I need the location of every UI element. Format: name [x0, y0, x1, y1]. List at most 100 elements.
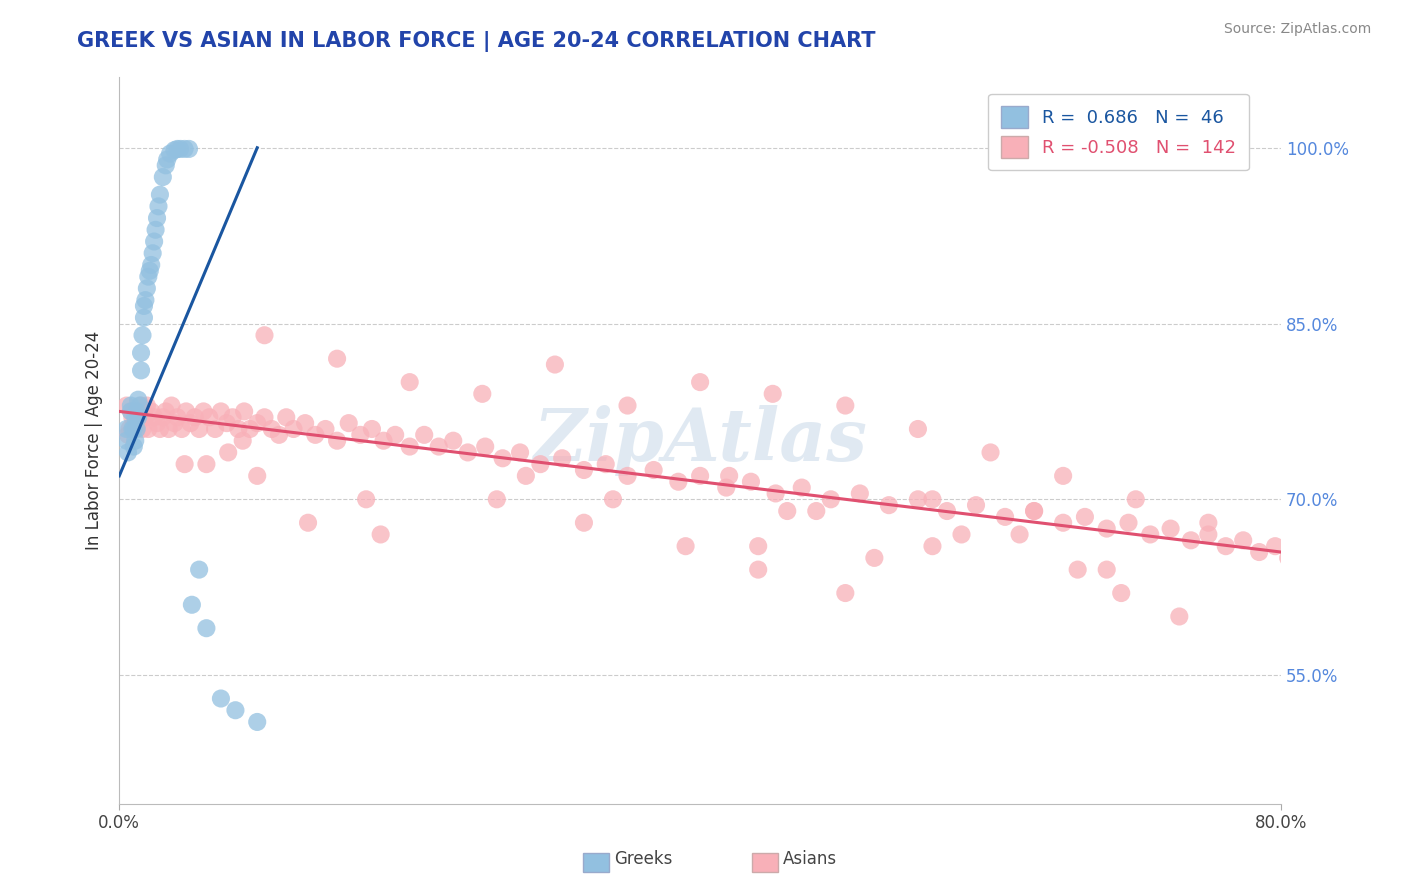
- Point: [148, 199, 170, 213]
- Point: [1292, 545, 1315, 559]
- Point: [1197, 527, 1219, 541]
- Point: [965, 498, 987, 512]
- Point: [572, 516, 595, 530]
- Point: [188, 563, 211, 577]
- Point: [294, 416, 316, 430]
- Point: [1215, 539, 1237, 553]
- Point: [253, 410, 276, 425]
- Point: [155, 158, 177, 172]
- Y-axis label: In Labor Force | Age 20-24: In Labor Force | Age 20-24: [86, 331, 103, 550]
- Point: [131, 422, 153, 436]
- Point: [1327, 563, 1350, 577]
- Point: [117, 428, 139, 442]
- Point: [145, 223, 167, 237]
- Point: [398, 375, 420, 389]
- Point: [765, 486, 787, 500]
- Point: [156, 153, 179, 167]
- Point: [1160, 522, 1182, 536]
- Point: [1139, 527, 1161, 541]
- Point: [121, 422, 143, 436]
- Point: [304, 428, 326, 442]
- Point: [163, 416, 186, 430]
- Point: [1008, 527, 1031, 541]
- Point: [1180, 533, 1202, 548]
- Point: [427, 440, 450, 454]
- Point: [509, 445, 531, 459]
- Point: [1109, 586, 1132, 600]
- Point: [143, 235, 166, 249]
- Point: [1264, 539, 1286, 553]
- Point: [515, 468, 537, 483]
- Point: [373, 434, 395, 448]
- Point: [349, 428, 371, 442]
- Point: [297, 516, 319, 530]
- Point: [398, 440, 420, 454]
- Point: [689, 375, 711, 389]
- Point: [198, 410, 221, 425]
- Point: [354, 492, 377, 507]
- Point: [155, 404, 177, 418]
- Point: [152, 169, 174, 184]
- Point: [177, 142, 200, 156]
- Point: [441, 434, 464, 448]
- Point: [128, 404, 150, 418]
- Point: [820, 492, 842, 507]
- Point: [160, 399, 183, 413]
- Text: GREEK VS ASIAN IN LABOR FORCE | AGE 20-24 CORRELATION CHART: GREEK VS ASIAN IN LABOR FORCE | AGE 20-2…: [77, 31, 876, 53]
- Point: [195, 621, 218, 635]
- Point: [129, 399, 152, 413]
- Point: [184, 410, 207, 425]
- Point: [246, 714, 269, 729]
- Point: [936, 504, 959, 518]
- Point: [994, 509, 1017, 524]
- Point: [132, 404, 155, 418]
- Point: [152, 410, 174, 425]
- Text: ZipAtlas: ZipAtlas: [533, 405, 868, 476]
- Point: [169, 142, 191, 156]
- Point: [193, 404, 215, 418]
- Point: [716, 481, 738, 495]
- Point: [849, 486, 872, 500]
- Point: [689, 468, 711, 483]
- Point: [117, 445, 139, 459]
- Point: [174, 404, 197, 418]
- Point: [1118, 516, 1140, 530]
- Point: [471, 387, 494, 401]
- Point: [239, 422, 262, 436]
- Point: [246, 468, 269, 483]
- Point: [124, 434, 146, 448]
- Point: [157, 422, 180, 436]
- Point: [457, 445, 479, 459]
- Point: [166, 410, 188, 425]
- Point: [361, 422, 384, 436]
- Point: [209, 691, 232, 706]
- Point: [180, 598, 202, 612]
- Point: [1052, 468, 1074, 483]
- Point: [127, 410, 149, 425]
- Point: [215, 416, 238, 430]
- Text: Asians: Asians: [783, 850, 837, 868]
- Point: [326, 434, 349, 448]
- Point: [616, 399, 638, 413]
- Point: [163, 143, 186, 157]
- Point: [122, 440, 145, 454]
- Point: [246, 416, 269, 430]
- Point: [1168, 609, 1191, 624]
- Legend: R =  0.686   N =  46, R = -0.508   N =  142: R = 0.686 N = 46, R = -0.508 N = 142: [988, 94, 1249, 170]
- Point: [1095, 563, 1118, 577]
- Point: [120, 404, 142, 418]
- Point: [131, 328, 153, 343]
- Point: [217, 445, 239, 459]
- Point: [232, 434, 254, 448]
- Point: [204, 422, 226, 436]
- Point: [224, 703, 246, 717]
- Point: [337, 416, 360, 430]
- Point: [146, 416, 169, 430]
- Point: [135, 281, 157, 295]
- Point: [1232, 533, 1254, 548]
- Point: [195, 457, 218, 471]
- Point: [132, 310, 155, 325]
- Point: [834, 399, 856, 413]
- Point: [314, 422, 336, 436]
- Point: [129, 346, 152, 360]
